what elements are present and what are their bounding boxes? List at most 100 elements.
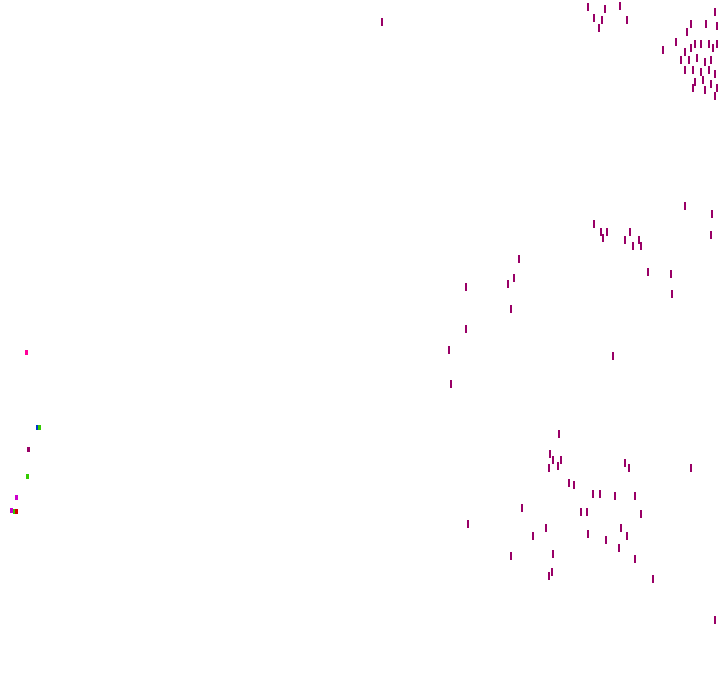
data-point-mark xyxy=(704,86,706,94)
data-point-mark xyxy=(702,76,704,84)
data-point-mark xyxy=(465,325,467,333)
data-point-mark xyxy=(551,568,553,576)
data-point-mark xyxy=(712,44,714,52)
data-point-mark xyxy=(626,16,628,24)
data-point-mark xyxy=(640,510,642,518)
data-point-mark xyxy=(532,532,534,540)
data-point-mark xyxy=(708,40,710,48)
data-point-mark xyxy=(618,544,620,552)
data-point-mark xyxy=(619,2,621,10)
data-point-mark xyxy=(513,274,515,282)
data-point-mark xyxy=(716,22,718,30)
data-point-mark xyxy=(507,280,509,288)
data-point-mark xyxy=(714,8,716,16)
data-point-mark xyxy=(690,464,692,472)
data-point-mark xyxy=(602,234,604,242)
colored-point-mark xyxy=(13,509,16,514)
data-point-mark xyxy=(593,14,595,22)
data-point-mark xyxy=(558,430,560,438)
data-point-mark xyxy=(549,450,551,458)
colored-point-mark xyxy=(27,447,30,452)
data-point-mark xyxy=(587,530,589,538)
data-point-mark xyxy=(690,20,692,28)
data-point-mark xyxy=(521,504,523,512)
data-point-mark xyxy=(592,490,594,498)
data-point-mark xyxy=(605,536,607,544)
data-point-mark xyxy=(580,508,582,516)
colored-point-mark xyxy=(15,509,18,514)
data-point-mark xyxy=(465,283,467,291)
data-point-mark xyxy=(716,40,718,48)
data-point-mark xyxy=(614,492,616,500)
colored-point-mark xyxy=(38,425,41,430)
data-point-mark xyxy=(670,270,672,278)
data-point-mark xyxy=(688,56,690,64)
data-point-mark xyxy=(638,236,640,244)
data-point-mark xyxy=(620,524,622,532)
data-point-mark xyxy=(692,66,694,74)
data-point-mark xyxy=(714,92,716,100)
data-point-mark xyxy=(628,464,630,472)
data-point-mark xyxy=(548,572,550,580)
data-point-mark xyxy=(694,78,696,86)
data-point-mark xyxy=(624,459,626,467)
data-point-mark xyxy=(662,46,664,54)
data-point-mark xyxy=(593,220,595,228)
data-point-mark xyxy=(560,456,562,464)
data-point-mark xyxy=(675,38,677,46)
colored-point-mark xyxy=(25,350,28,355)
data-point-mark xyxy=(601,16,603,24)
data-point-mark xyxy=(692,84,694,92)
data-point-mark xyxy=(632,242,634,250)
data-point-mark xyxy=(518,255,520,263)
data-point-mark xyxy=(680,56,682,64)
data-point-mark xyxy=(640,242,642,250)
colored-point-mark xyxy=(15,495,18,500)
data-point-mark xyxy=(710,80,712,88)
data-point-mark xyxy=(686,28,688,36)
data-point-mark xyxy=(696,54,698,62)
data-point-mark xyxy=(467,520,469,528)
data-point-mark xyxy=(700,68,702,76)
data-point-mark xyxy=(510,552,512,560)
data-point-mark xyxy=(708,66,710,74)
data-point-mark xyxy=(552,550,554,558)
data-point-mark xyxy=(684,66,686,74)
data-point-mark xyxy=(586,508,588,516)
data-point-mark xyxy=(381,18,383,26)
colored-point-mark xyxy=(26,474,29,479)
data-point-mark xyxy=(606,228,608,236)
data-point-mark xyxy=(548,464,550,472)
data-point-mark xyxy=(568,479,570,487)
data-point-mark xyxy=(705,20,707,28)
data-point-mark xyxy=(710,56,712,64)
data-point-mark xyxy=(604,5,606,13)
colored-point-mark xyxy=(10,508,13,513)
data-point-mark xyxy=(711,210,713,218)
data-point-mark xyxy=(612,352,614,360)
data-point-mark xyxy=(624,236,626,244)
data-point-mark xyxy=(510,305,512,313)
data-point-mark xyxy=(626,532,628,540)
data-point-mark xyxy=(690,44,692,52)
data-point-mark xyxy=(694,40,696,48)
data-point-mark xyxy=(598,24,600,32)
data-point-mark xyxy=(557,462,559,470)
data-point-mark xyxy=(716,84,718,92)
data-point-mark xyxy=(704,58,706,66)
data-point-mark xyxy=(647,268,649,276)
data-point-mark xyxy=(684,202,686,210)
data-point-mark xyxy=(652,575,654,583)
data-point-mark xyxy=(448,346,450,354)
data-point-mark xyxy=(545,524,547,532)
data-point-mark xyxy=(714,70,716,78)
data-point-mark xyxy=(634,555,636,563)
data-point-mark xyxy=(714,616,716,624)
data-point-mark xyxy=(684,48,686,56)
colored-point-mark xyxy=(36,425,39,430)
data-point-mark xyxy=(629,228,631,236)
data-point-mark xyxy=(573,481,575,489)
data-point-mark xyxy=(700,40,702,48)
data-point-mark xyxy=(710,231,712,239)
